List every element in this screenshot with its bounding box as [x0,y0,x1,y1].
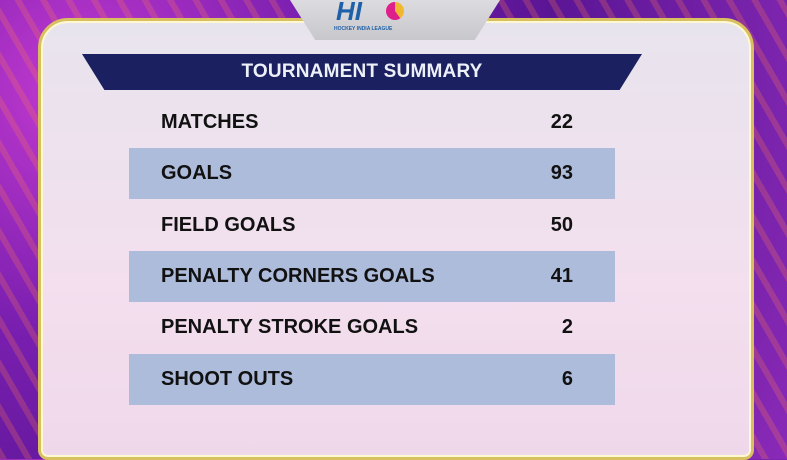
logo-text: HI [336,0,362,26]
stat-row: GOALS 93 [129,148,615,199]
stat-row: FIELD GOALS 50 [129,200,615,251]
stat-value: 41 [550,265,573,287]
stat-label: GOALS [161,162,233,184]
stat-label: FIELD GOALS [161,214,296,236]
logo-subtitle: HOCKEY INDIA LEAGUE [334,26,393,32]
stat-value: 6 [561,368,573,390]
stat-row: PENALTY STROKE GOALS 2 [129,302,615,353]
logo-ball-icon [386,2,404,20]
stat-label: PENALTY CORNERS GOALS [161,265,435,287]
stat-label: SHOOT OUTS [161,368,294,390]
hil-logo: HI HOCKEY INDIA LEAGUE [334,0,414,34]
stat-label: PENALTY STROKE GOALS [161,316,419,338]
stat-label: MATCHES [161,111,259,133]
stat-row: PENALTY CORNERS GOALS 41 [129,251,615,302]
stat-value: 22 [550,111,573,133]
stat-row: MATCHES 22 [129,97,615,148]
stat-value: 2 [561,316,573,338]
page-title: TOURNAMENT SUMMARY [241,61,483,82]
title-banner: TOURNAMENT SUMMARY [82,54,642,90]
stat-row: SHOOT OUTS 6 [129,354,615,405]
stat-value: 50 [550,214,573,236]
stat-value: 93 [550,162,573,184]
